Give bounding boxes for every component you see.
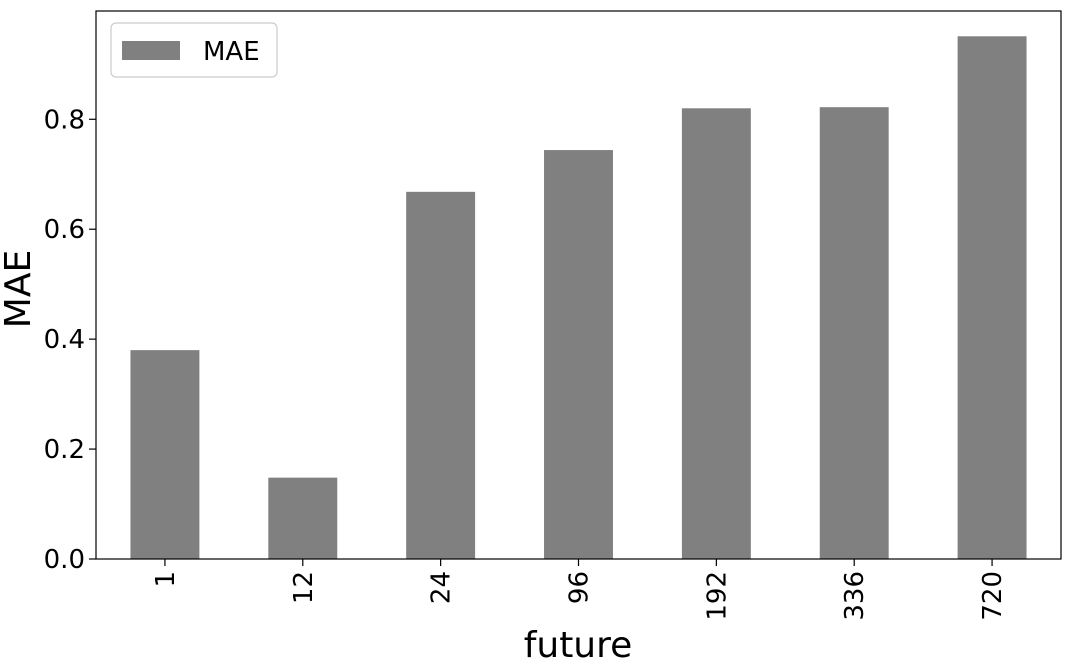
- legend-box: [110, 22, 278, 78]
- x-tick-label: 192: [702, 571, 732, 621]
- bar-336: [819, 107, 889, 559]
- y-tick-label: 0.6: [44, 215, 85, 245]
- bar-1: [130, 350, 200, 559]
- plot-frame: [95, 10, 1062, 560]
- bar-12: [268, 477, 338, 559]
- legend: MAE: [110, 22, 278, 78]
- y-axis-ticks: 0.0 0.2 0.4 0.6 0.8: [44, 105, 96, 575]
- x-tick-label: 1: [151, 571, 181, 588]
- legend-label: MAE: [203, 37, 260, 67]
- legend-swatch: [122, 41, 180, 60]
- x-tick-label: 96: [565, 571, 595, 604]
- bar-192: [681, 108, 751, 559]
- bar-96: [544, 150, 613, 559]
- x-tick-label: 24: [427, 571, 457, 604]
- bar-720: [957, 36, 1027, 559]
- y-tick-label: 0.0: [44, 545, 85, 575]
- y-tick-label: 0.8: [44, 105, 85, 135]
- y-tick-label: 0.2: [44, 435, 85, 465]
- x-tick-label: 720: [978, 571, 1008, 621]
- bar-24: [406, 191, 476, 559]
- x-tick-label: 12: [289, 571, 319, 604]
- x-axis-ticks: 1 12 24 96 192 336 720: [151, 559, 1008, 621]
- y-axis-label: MAE: [0, 250, 39, 328]
- bars-group: [130, 36, 1027, 559]
- x-tick-label: 336: [840, 571, 870, 621]
- x-axis-label: future: [524, 625, 633, 666]
- y-tick-label: 0.4: [44, 325, 85, 355]
